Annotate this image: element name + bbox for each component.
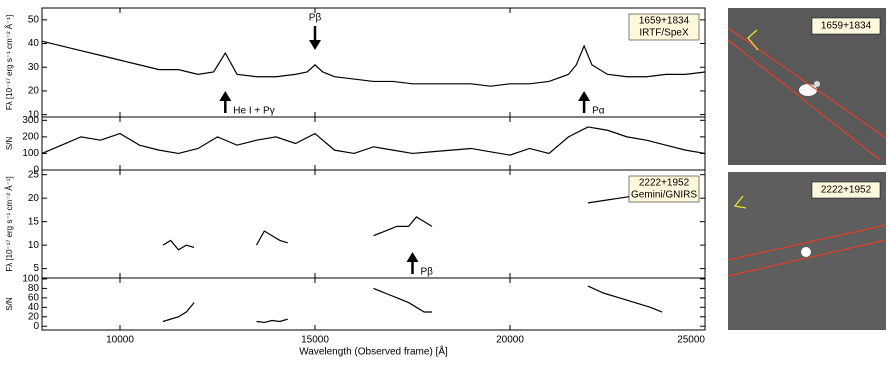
arrow-head bbox=[578, 91, 591, 101]
y-tick-label: 5 bbox=[33, 263, 39, 274]
y-tick-label: 100 bbox=[22, 274, 39, 285]
annotation: Pα bbox=[592, 106, 605, 117]
y-tick-label: 15 bbox=[28, 216, 40, 227]
arrow-head bbox=[406, 252, 419, 262]
plot-frame bbox=[41, 7, 706, 118]
label-box bbox=[628, 175, 700, 203]
spectrum-line bbox=[162, 188, 663, 251]
y-tick-label: 0 bbox=[33, 165, 39, 176]
plot-frame bbox=[41, 169, 706, 279]
spectrum-line bbox=[41, 40, 706, 87]
spectrum-line bbox=[41, 126, 706, 156]
plot-frame bbox=[41, 116, 706, 171]
y-tick-label: 80 bbox=[28, 283, 40, 294]
arrow-head bbox=[219, 91, 232, 101]
y-tick-label: 300 bbox=[22, 115, 39, 126]
y-axis-label: Fλ [10⁻¹⁷ erg s⁻¹ cm⁻² Å⁻¹] bbox=[5, 176, 14, 271]
y-tick-label: 100 bbox=[22, 148, 39, 159]
annotation: Pβ bbox=[309, 13, 322, 24]
panel-label: Gemini/GNIRS bbox=[631, 190, 697, 201]
panel-label: IRTF/SpeX bbox=[639, 28, 689, 39]
x-tick-label: 20000 bbox=[496, 335, 524, 346]
y-tick-label: 20 bbox=[28, 311, 40, 322]
y-tick-label: 10 bbox=[28, 109, 40, 120]
y-axis-label: Fλ [10⁻¹⁷ erg s⁻¹ cm⁻² Å⁻¹] bbox=[5, 15, 14, 110]
y-tick-label: 20 bbox=[28, 193, 40, 204]
image-1: 1659+1834 bbox=[727, 8, 887, 165]
y-tick-label: 10 bbox=[28, 240, 40, 251]
panel-label: 2222+1952 bbox=[639, 178, 690, 189]
annotation: Pβ bbox=[421, 267, 434, 278]
spectrum-line bbox=[162, 285, 663, 324]
y-tick-label: 60 bbox=[28, 292, 40, 303]
image-label: 1659+1834 bbox=[821, 21, 872, 32]
x-axis-label: Wavelength (Observed frame) [Å] bbox=[299, 345, 448, 358]
image-label: 2222+1952 bbox=[821, 185, 872, 196]
image-2: 2222+1952 bbox=[727, 172, 887, 330]
plot-frame bbox=[41, 277, 706, 331]
annotation: He I + Pγ bbox=[233, 106, 274, 117]
x-tick-label: 10000 bbox=[106, 335, 134, 346]
y-tick-label: 0 bbox=[33, 321, 39, 332]
label-box bbox=[628, 13, 700, 41]
y-tick-label: 40 bbox=[28, 302, 40, 313]
y-tick-label: 200 bbox=[22, 132, 39, 143]
arrow-head bbox=[309, 40, 321, 50]
y-tick-label: 25 bbox=[28, 169, 40, 180]
y-axis-label: S/N bbox=[5, 137, 14, 151]
x-tick-label: 15000 bbox=[301, 335, 329, 346]
panel-label: 1659+1834 bbox=[639, 16, 690, 27]
y-tick-label: 50 bbox=[28, 14, 40, 25]
y-tick-label: 30 bbox=[28, 62, 40, 73]
x-tick-label: 25000 bbox=[677, 335, 705, 346]
y-axis-label: S/N bbox=[5, 297, 14, 311]
y-tick-label: 40 bbox=[28, 38, 40, 49]
y-tick-label: 20 bbox=[28, 86, 40, 97]
